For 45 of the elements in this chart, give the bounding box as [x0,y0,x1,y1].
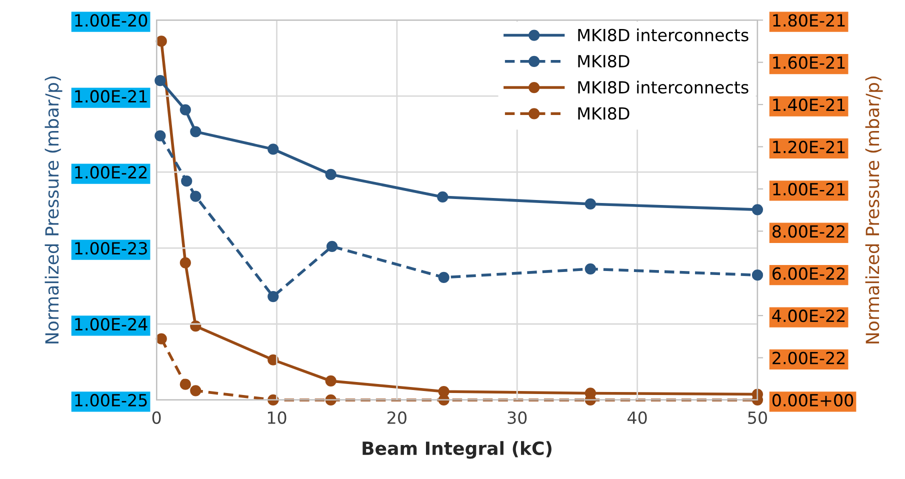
legend-label: MKI8D interconnects [578,28,748,42]
point [190,190,202,202]
point [752,270,764,281]
point [752,204,764,216]
point [268,144,279,155]
point [190,126,202,138]
x-tick-label: 0 [152,411,161,424]
y-tick-label: 1.00E-23 [75,242,147,255]
point [154,130,166,142]
y-tick-label: 1.00E-24 [75,318,148,331]
point [584,198,596,210]
point [438,272,450,283]
y2-tick-label: 8.00E-22 [772,225,845,238]
x-tick-label: 40 [628,411,647,424]
y-tick-label: 1.00E-20 [75,14,148,27]
y2-tick-label: 0.00E+00 [772,394,854,407]
y2-tick-label: 1.20E-21 [773,140,845,154]
y-axis-title: Normalized Pressure (mbar/p) [44,76,62,344]
point [154,75,166,86]
legend-label: MKI8D interconnects [578,80,748,94]
y2-axis-title: Normalized Pressure (mbar/p) [865,76,883,344]
x-tick-label: 20 [388,411,406,424]
y2-tick-label: 1.40E-21 [773,98,845,112]
x-tick-label: 10 [268,411,286,424]
y2-tick-label: 1.80E-21 [773,14,845,27]
y2-tick-label: 1.60E-21 [773,56,845,69]
x-tick-label: 50 [748,411,767,424]
y-tick-label: 1.00E-25 [75,394,147,407]
point [325,168,336,180]
x-axis-title: Beam Integral (kC) [362,441,552,459]
legend-label: MKI8D [578,107,630,120]
point [584,263,596,275]
point [181,176,192,187]
y-tick-label: 1.00E-21 [75,90,147,103]
legend-label: MKI8D [578,54,630,68]
point [180,104,191,116]
y2-tick-label: 2.00E-22 [772,352,845,364]
point [268,290,279,302]
y2-tick-label: 1.00E-21 [773,182,845,196]
y-tick-label: 1.00E-22 [75,166,147,179]
y2-tick-label: 4.00E-22 [772,310,845,322]
y2-tick-label: 6.00E-22 [772,267,845,280]
x-tick-label: 30 [508,411,527,424]
point [437,191,448,203]
point [326,240,338,252]
